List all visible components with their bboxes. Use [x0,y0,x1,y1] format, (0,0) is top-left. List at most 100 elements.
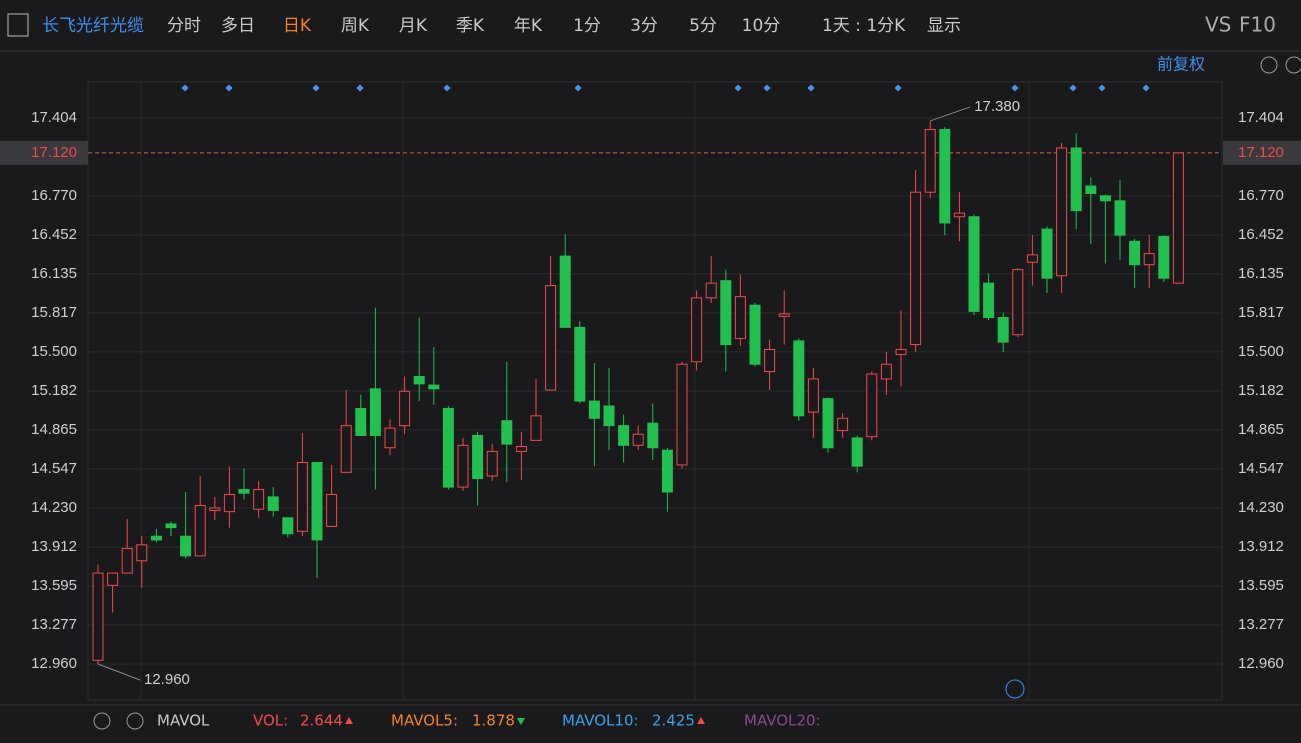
event-marker [894,84,902,92]
candle-body [486,450,498,477]
candle-body [545,285,557,391]
candle-body [515,446,527,452]
candle-body [121,548,133,574]
y-tick-label-right: 13.595 [1238,577,1284,594]
zoom-in[interactable] [1285,56,1301,74]
y-tick-label: 13.912 [31,538,77,555]
y-tick-label-right: 14.865 [1238,421,1284,438]
candle-body [296,462,308,532]
period-tab[interactable]: 周K [341,16,370,36]
candle-body [880,363,892,380]
adjust-select[interactable]: 前复权 [1157,55,1205,74]
candle-body [1012,269,1024,336]
event-marker [574,84,582,92]
y-tick-label: 12.960 [31,655,77,672]
candle-body [866,373,878,438]
period-tab[interactable]: 多日 [221,16,255,36]
candle-body [384,427,396,449]
candle-body [223,493,235,513]
period-tab[interactable]: 日K [283,16,312,36]
candle-body [822,398,834,449]
period-tab[interactable]: 分时 [167,16,201,36]
indicator-name[interactable]: MAVOL [157,712,210,730]
candle-body [428,384,440,390]
y-tick-label: 14.230 [31,499,77,516]
candle-body [574,326,586,402]
y-tick-label: 16.770 [31,187,77,204]
candle-body [676,363,688,466]
candle-body [194,505,206,557]
candle-body [997,317,1009,343]
event-marker [734,84,742,92]
y-tick-label: 15.182 [31,382,77,399]
period-tab[interactable]: 3分 [630,16,658,36]
candle-body [1143,253,1155,266]
candle-body [180,535,192,557]
zoom-out[interactable] [1260,56,1278,74]
y-tick-label: 15.817 [31,304,77,321]
event-icon[interactable] [1005,679,1025,699]
menu-icon[interactable] [7,13,29,37]
current-price-label-right: 17.120 [1238,144,1284,161]
candle-body [1099,195,1111,202]
candle-body [1129,240,1141,266]
y-tick-label-right: 15.817 [1238,304,1284,321]
candle-body [953,212,965,218]
candle-body [209,507,221,511]
y-tick-label: 14.547 [31,460,77,477]
candle-body [1026,254,1038,263]
candle-body [1041,228,1053,279]
candle-body [720,280,732,346]
candle-body [340,425,352,473]
period-tab[interactable]: 年K [514,16,543,36]
event-marker [356,84,364,92]
candle-body [92,572,104,661]
settings-icon[interactable] [93,712,111,730]
candle-body [136,544,148,562]
period-tab[interactable]: 5分 [689,16,717,36]
candle-body [1172,152,1184,284]
candle-body [793,340,805,417]
event-marker [807,84,815,92]
interval-select[interactable]: 1天 : 1分K [822,16,906,36]
candle-body [691,297,703,363]
indicator-label: VOL: [253,712,288,730]
y-tick-label-right: 16.452 [1238,226,1284,243]
y-tick-label-right: 15.500 [1238,343,1284,360]
candle-body [413,376,425,385]
f10-button[interactable]: F10 [1239,13,1276,37]
candle-body [165,523,177,529]
vs-button[interactable]: VS [1205,13,1231,37]
y-tick-label-right: 14.230 [1238,499,1284,516]
candle-body [1085,185,1097,194]
candle-body [924,129,936,193]
y-tick-label-right: 14.547 [1238,460,1284,477]
event-marker [763,84,771,92]
period-tab[interactable]: 月K [399,16,428,36]
candle-body [618,425,630,446]
candle-body [501,420,513,445]
min-annotation: 12.960 [144,671,190,688]
period-tab[interactable]: 10分 [742,16,781,36]
close-icon[interactable] [126,712,144,730]
candle-body [734,296,746,339]
display-select[interactable]: 显示 [927,16,961,36]
indicator-value: 2.425 [652,712,695,730]
candle-body [749,304,761,365]
candle-body [588,400,600,419]
stock-name[interactable]: 长飞光纤光缆 [42,16,144,36]
candle-body [603,405,615,427]
event-marker [443,84,451,92]
event-marker [225,84,233,92]
candle-body [355,407,367,436]
min-leader [97,663,141,681]
period-tab[interactable]: 1分 [573,16,601,36]
y-tick-label: 15.500 [31,343,77,360]
candle-body [253,489,265,510]
candle-body [705,282,717,299]
trend-arrow [697,717,705,724]
candle-body [238,489,250,494]
candle-body [647,422,659,449]
period-tab[interactable]: 季K [456,16,485,36]
